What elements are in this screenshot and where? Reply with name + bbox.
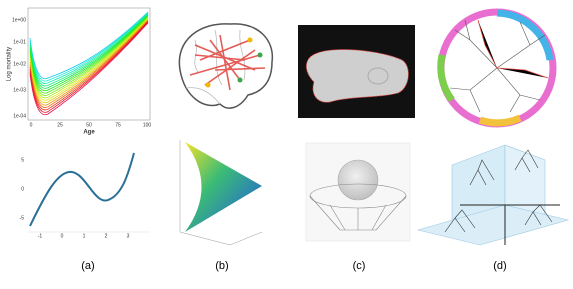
y-label: Log mortality (7, 47, 13, 81)
y-tick: 1e-04 (13, 113, 26, 119)
x-tick: 2 (105, 233, 108, 239)
decor-curve (29, 20, 149, 108)
panel-label: (b) (215, 260, 228, 272)
y-tick: 5 (21, 157, 24, 163)
decor-curve (29, 18, 149, 101)
brain-network (178, 23, 274, 109)
y-tick: 1e-02 (13, 61, 26, 67)
sphere-wireframe (305, 142, 411, 242)
decor-curve (29, 15, 149, 92)
segmented-image (298, 25, 415, 118)
decor-curve (29, 22, 149, 116)
x-tick: 100 (143, 122, 152, 128)
decor-curve (29, 19, 149, 106)
decor-curve (29, 11, 149, 80)
x-tick: 0 (61, 233, 64, 239)
x-tick: 50 (86, 122, 92, 128)
x-tick: 25 (57, 122, 63, 128)
decor-curve (29, 13, 149, 84)
x-tick: 1 (83, 233, 86, 239)
surface-plot (179, 140, 263, 246)
x-tick: 0 (30, 122, 33, 128)
y-tick: -5 (20, 215, 25, 221)
y-tick: 1e-01 (13, 39, 26, 45)
decor-curve (29, 16, 149, 94)
decor-curve (29, 21, 149, 113)
decor-curve (29, 21, 149, 111)
panel-label: (a) (81, 260, 94, 272)
decor-curve (29, 12, 149, 82)
decor-curve (29, 17, 149, 99)
mortality-plot: 1e+00 1e-01 1e-02 1e-03 1e-04 0 25 50 75… (7, 7, 152, 136)
circular-tree (437, 8, 557, 128)
tree-planes (416, 144, 570, 246)
panel-label: (c) (353, 260, 366, 272)
x-tick: 3 (127, 233, 130, 239)
decor-curve (29, 14, 149, 89)
decor-curve (29, 13, 149, 87)
y-tick: 1e-03 (13, 87, 26, 93)
y-tick: 0 (21, 186, 24, 192)
x-tick: -1 (38, 233, 43, 239)
decor-curve (29, 16, 149, 96)
x-label: Age (83, 130, 95, 136)
x-tick: 75 (115, 122, 121, 128)
y-tick: 1e+00 (12, 17, 26, 23)
decor-curve (29, 18, 149, 104)
cubic-plot: 5 0 -5 -1 0 1 2 3 (20, 152, 150, 239)
panel-label: (d) (493, 260, 506, 272)
